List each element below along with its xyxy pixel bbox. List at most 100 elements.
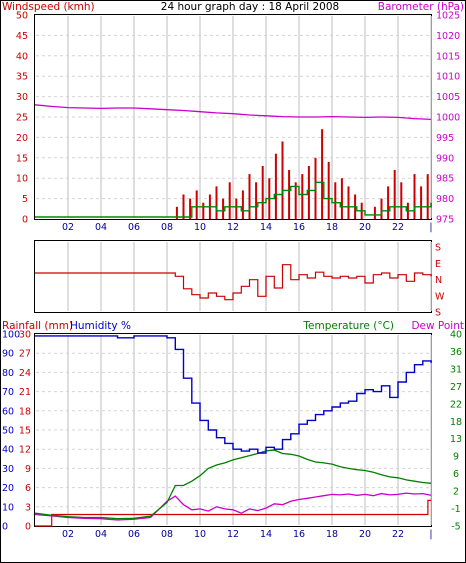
rainfall-tick-label: 15 <box>19 426 31 437</box>
wind-gust-bar <box>393 170 396 219</box>
hour-tick-label: 12 <box>227 529 239 540</box>
tick-label-layer: 0202040406060808101012121414161618182020… <box>2 11 462 541</box>
wind-gust-bar <box>413 174 416 219</box>
barometer-tick-label: 975 <box>436 215 454 226</box>
barometer-tick-label: 995 <box>436 133 454 144</box>
rainfall-tick-label: 0 <box>25 522 31 533</box>
temperature-tick-label: 22 <box>450 399 462 410</box>
windspeed-tick-label: 0 <box>22 215 28 226</box>
wind-gust-bar <box>301 174 304 219</box>
hour-tick-label: 02 <box>62 529 74 540</box>
dewpoint-axis-title: Dew Point <box>411 320 464 332</box>
wind-gust-bar <box>175 206 178 219</box>
humidity-tick-label: 10 <box>2 502 14 513</box>
hour-tick-label: 22 <box>392 222 404 233</box>
wind-gust-bar <box>387 186 390 219</box>
hour-tick-label: 02 <box>62 222 74 233</box>
hour-tick-label: 04 <box>95 222 107 233</box>
humidity-tick-label: 20 <box>2 483 14 494</box>
rainfall-tick-label: 12 <box>19 445 31 456</box>
wind-gust-bar <box>195 190 198 219</box>
wind-gust-bar <box>261 166 264 219</box>
wind-gust-bar <box>400 182 403 219</box>
windspeed-tick-label: 45 <box>16 31 28 42</box>
temperature-tick-label: -1 <box>451 504 460 515</box>
barometer-axis-title: Barometer (hPa) <box>378 1 464 13</box>
grid-layer <box>36 16 432 525</box>
hour-tick-label: 14 <box>260 222 272 233</box>
wind-gust-bar <box>255 182 258 219</box>
hour-tick-label: 22 <box>392 529 404 540</box>
wind-gust-bar <box>274 153 277 219</box>
chart-title: 24 hour graph day : 18 April 2008 <box>161 1 339 13</box>
rainfall-tick-label: 21 <box>19 387 31 398</box>
temperature-tick-label: 36 <box>450 347 462 358</box>
temperature-tick-label: 31 <box>450 364 462 375</box>
humidity-tick-label: 90 <box>2 349 14 360</box>
barometer-tick-label: 985 <box>436 174 454 185</box>
humidity-tick-label: 50 <box>2 426 14 437</box>
barometer-tick-label: 1025 <box>436 11 460 22</box>
windspeed-tick-label: 35 <box>16 72 28 83</box>
hour-tick-label: 08 <box>161 222 173 233</box>
barometer-tick-label: 990 <box>436 153 454 164</box>
temperature-tick-label: 18 <box>450 417 462 428</box>
hour-tick-label: 16 <box>293 222 305 233</box>
humidity-tick-label: 70 <box>2 387 14 398</box>
wind-gust-bar <box>321 129 324 219</box>
barometer-tick-label: 980 <box>436 194 454 205</box>
barometer-tick-label: 1015 <box>436 51 460 62</box>
temperature-tick-label: 9 <box>453 452 459 463</box>
temperature-tick-label: 6 <box>453 469 459 480</box>
windspeed-tick-label: 5 <box>22 194 28 205</box>
hour-tick-label: 04 <box>95 529 107 540</box>
humidity-tick-label: 100 <box>2 330 20 341</box>
humidity-tick-label: 0 <box>2 522 8 533</box>
hour-tick-label: 16 <box>293 529 305 540</box>
wind-gust-bar <box>288 170 291 219</box>
humidity-line <box>35 335 432 454</box>
windspeed-tick-label: 25 <box>16 113 28 124</box>
temperature-tick-label: 27 <box>450 382 462 393</box>
rainfall-tick-label: 9 <box>25 464 31 475</box>
temperature-tick-label: 2 <box>453 487 459 498</box>
direction-tick-label: S <box>435 243 441 254</box>
wind-gust-bar <box>347 186 350 219</box>
wind-gust-bar <box>334 182 337 219</box>
humidity-tick-label: 60 <box>2 406 14 417</box>
hour-tick-label: 10 <box>194 222 206 233</box>
barometer-tick-label: 1020 <box>436 31 460 42</box>
rainfall-tick-label: 24 <box>19 368 31 379</box>
windspeed-tick-label: 40 <box>16 51 28 62</box>
rainfall-axis-title: Rainfall (mm) <box>2 320 73 332</box>
hour-tick-label: | <box>429 529 432 540</box>
wind-gust-bar <box>189 198 192 219</box>
temperature-tick-label: 13 <box>450 434 462 445</box>
hour-tick-label: 10 <box>194 529 206 540</box>
hour-tick-label: 20 <box>359 529 371 540</box>
hour-tick-label: 18 <box>326 529 338 540</box>
rainfall-tick-label: 3 <box>25 502 31 513</box>
wind-gust-bar <box>182 194 185 219</box>
plot-layer <box>34 104 432 527</box>
direction-tick-label: N <box>435 275 442 286</box>
direction-tick-label: S <box>435 308 441 319</box>
hour-tick-label: | <box>429 222 432 233</box>
direction-tick-label: W <box>435 291 445 302</box>
barometer-tick-label: 1000 <box>436 113 460 124</box>
humidity-tick-label: 40 <box>2 445 14 456</box>
dewpoint-line <box>34 492 432 521</box>
wind-average-line <box>35 181 432 218</box>
temperature-axis-title: Temperature (°C) <box>302 320 394 332</box>
barometer-tick-label: 1005 <box>436 92 460 103</box>
temperature-tick-label: 40 <box>450 330 462 341</box>
wind-gust-bar <box>281 141 284 219</box>
wind-gust-bar <box>248 174 251 219</box>
hour-tick-label: 20 <box>359 222 371 233</box>
hour-tick-label: 06 <box>128 529 140 540</box>
humidity-axis-title: Humidity % <box>70 320 131 332</box>
temperature-tick-label: -5 <box>451 522 460 533</box>
direction-tick-label: E <box>435 259 441 270</box>
hour-tick-label: 08 <box>161 529 173 540</box>
